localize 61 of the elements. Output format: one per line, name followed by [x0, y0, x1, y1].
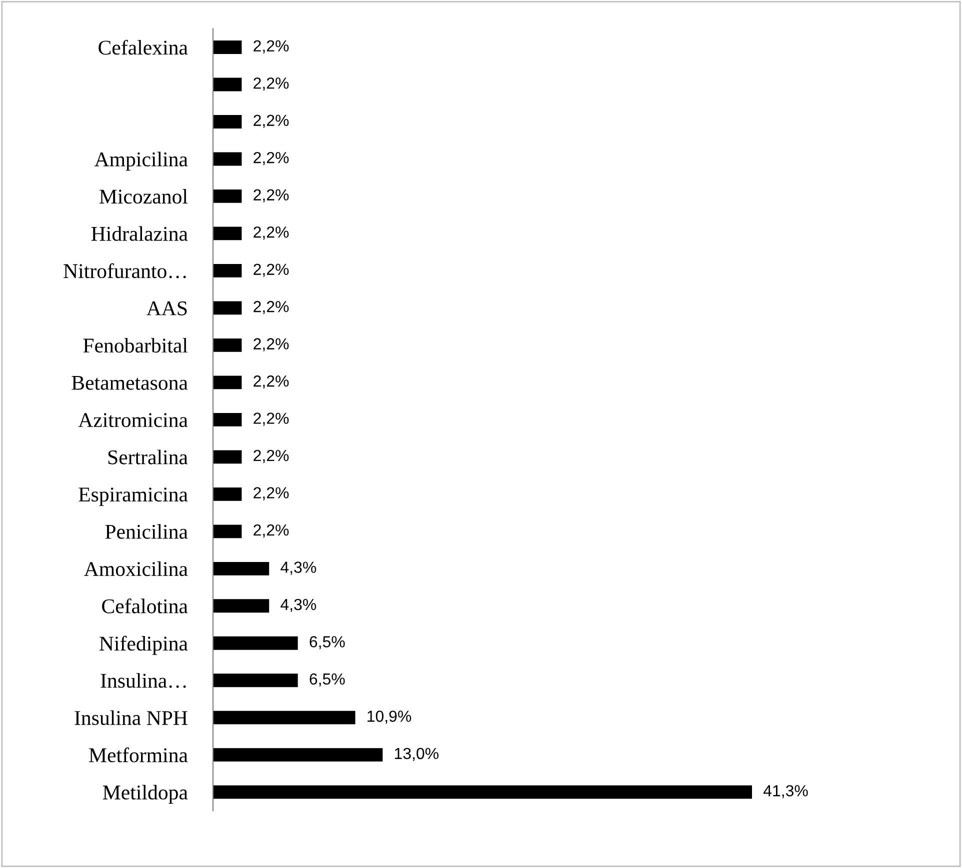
data-label: 2,2%	[254, 338, 289, 352]
bar	[213, 226, 242, 240]
data-label: 2,2%	[254, 77, 289, 91]
data-label: 2,2%	[254, 375, 289, 389]
y-tick-label: AAS	[146, 301, 187, 316]
y-tick-label: Metformina	[89, 747, 188, 762]
bar	[213, 487, 242, 501]
data-label: 2,2%	[254, 226, 289, 240]
data-label: 6,5%	[310, 636, 345, 650]
data-label: 2,2%	[254, 152, 289, 166]
data-label: 4,3%	[280, 598, 316, 612]
bar	[213, 40, 242, 54]
bar	[213, 785, 752, 799]
data-label: 2,2%	[254, 114, 289, 128]
bar	[213, 599, 270, 613]
y-tick-label: Amoxicilina	[84, 561, 188, 576]
data-label: 2,2%	[254, 300, 289, 314]
bar	[213, 78, 242, 92]
bar	[213, 412, 242, 426]
bar	[213, 115, 242, 128]
bar	[213, 636, 298, 650]
data-label: 13,0%	[394, 748, 438, 762]
y-tick-label: Espiramicina	[78, 488, 188, 506]
bar	[213, 190, 242, 203]
bar	[213, 264, 242, 278]
bar	[213, 301, 242, 315]
data-label: 2,2%	[254, 412, 289, 426]
y-tick-label: Metildopa	[102, 784, 188, 804]
data-label: 2,2%	[254, 40, 289, 54]
y-tick-label: Nifedipina	[100, 636, 188, 655]
data-label: 2,2%	[254, 189, 289, 202]
y-tick-label: Nitrofuranto…	[64, 263, 186, 278]
y-tick-label: Fenobarbital	[83, 338, 188, 353]
data-label: 4,3%	[280, 562, 316, 575]
y-tick-label: Insulina NPH	[74, 710, 188, 726]
y-tick-label: Sertralina	[108, 450, 188, 464]
y-tick-label: Cefalotina	[102, 598, 188, 614]
y-tick-label: Azitromicina	[78, 413, 188, 428]
y-tick-label: Betametasona	[72, 376, 188, 390]
data-label: 2,2%	[254, 450, 289, 464]
data-label: 6,5%	[310, 673, 345, 687]
bar	[213, 450, 242, 464]
bar	[213, 748, 383, 762]
data-label: 2,2%	[254, 487, 289, 500]
y-tick-label: Cefalexina	[98, 40, 188, 55]
y-tick-label: Hidralazina	[91, 226, 188, 241]
y-tick-label: Penicilina	[105, 524, 188, 539]
data-label: 2,2%	[254, 524, 289, 538]
data-label: 41,3%	[763, 785, 808, 798]
bar	[213, 674, 298, 688]
bar	[213, 338, 242, 352]
bar	[213, 376, 242, 390]
data-label: 2,2%	[254, 264, 289, 277]
y-tick-label: Micozanol	[100, 189, 188, 204]
bar	[213, 524, 242, 538]
bar	[213, 710, 356, 724]
y-tick-label: Insulina…	[100, 673, 186, 688]
data-label: 10,9%	[368, 710, 412, 724]
bar	[213, 152, 242, 166]
y-tick-label: Ampicilina	[94, 152, 188, 171]
bar	[213, 562, 270, 576]
